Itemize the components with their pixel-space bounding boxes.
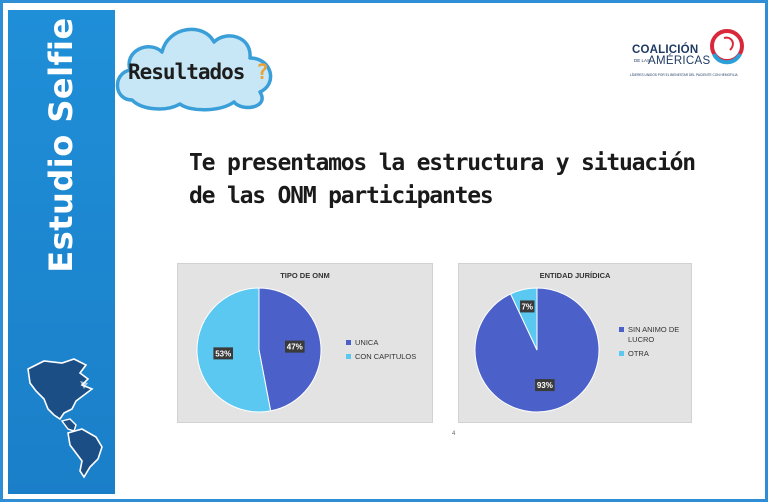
americas-map-icon	[22, 355, 114, 480]
page-number: 4	[452, 431, 456, 437]
chart-title: ENTIDAD JURÍDICA	[539, 271, 611, 280]
sidebar-title: Estudio Selfie	[42, 17, 80, 273]
pie-slice	[196, 287, 272, 413]
data-label-box	[535, 379, 555, 392]
pie-chart-tipo-onm: 47% 53% UNICA CON CAPITULOS	[196, 287, 416, 413]
headline-line-1: Te presentamos la estructura y situación	[189, 150, 696, 176]
legend-swatch	[619, 351, 624, 356]
data-label: 7%	[521, 302, 533, 311]
headline: Te presentamos la estructura y situación…	[189, 147, 729, 213]
logo-sub-big: AMÉRICAS	[648, 55, 711, 67]
data-label: 93%	[537, 381, 553, 390]
logo-sub-small: DE LAS	[634, 58, 651, 63]
sidebar: Estudio Selfie	[8, 10, 115, 494]
coalicion-logo: COALICIÓN DE LAS AMÉRICAS LÍDERES UNIDOS…	[620, 24, 750, 84]
legend-swatch	[346, 354, 351, 359]
data-label-box	[520, 300, 535, 313]
logo-swirl-icon	[710, 29, 744, 65]
data-label: 53%	[215, 349, 231, 358]
legend-label: CON CAPITULOS	[355, 352, 416, 361]
legend-label: SIN ANIMO DE	[628, 325, 679, 334]
logo-name: COALICIÓN	[632, 44, 699, 56]
legend-swatch	[619, 327, 624, 332]
legend-swatch	[346, 340, 351, 345]
chart-title: TIPO DE ONM	[280, 271, 330, 280]
results-label: Resultados ?	[128, 60, 278, 84]
legend-label: OTRA	[628, 349, 649, 358]
data-label: 47%	[287, 343, 303, 352]
question-mark: ?	[256, 60, 269, 84]
headline-line-2: de las ONM participantes	[189, 183, 494, 209]
chart-entidad-juridica: ENTIDAD JURÍDICA 93% 7% SIN ANIMO DE LUCRO O…	[458, 263, 692, 423]
chart-tipo-onm: TIPO DE ONM 47% 53% UNICA CON CAPITULOS	[177, 263, 433, 423]
results-text: Resultados	[128, 60, 245, 84]
data-label-box	[285, 340, 305, 353]
legend-label: UNICA	[355, 338, 378, 347]
data-label-box	[213, 347, 233, 360]
logo-tagline: LÍDERES UNIDOS POR EL BIENESTAR DEL PACI…	[630, 73, 738, 77]
results-cloud: Resultados ?	[110, 12, 280, 117]
legend-label: LUCRO	[628, 335, 654, 344]
cloud-icon	[115, 27, 273, 112]
